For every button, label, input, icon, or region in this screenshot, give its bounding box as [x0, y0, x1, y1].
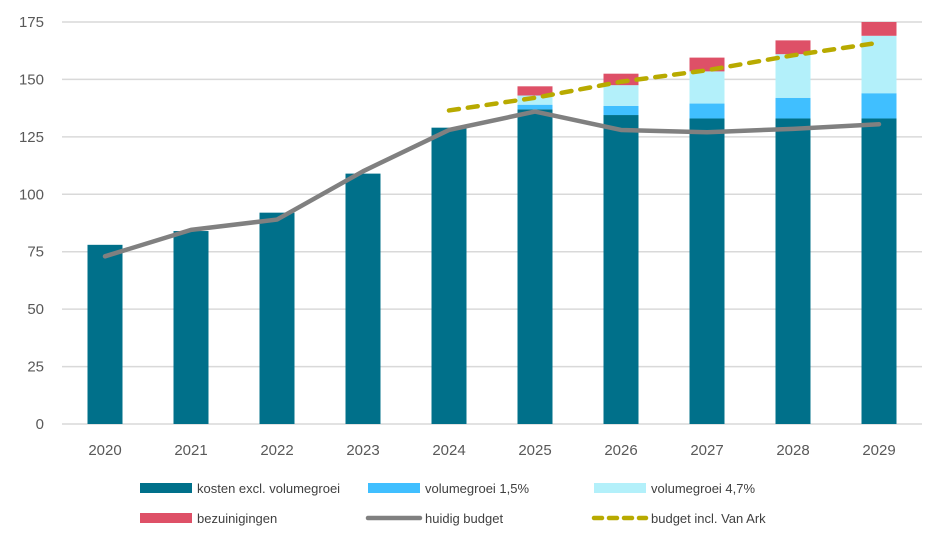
x-tick-label: 2024	[432, 442, 465, 459]
bar-segment	[775, 118, 811, 424]
bar-segment	[431, 127, 467, 424]
y-tick-label: 150	[19, 71, 44, 88]
bar-segment	[517, 109, 553, 424]
bar-segment	[517, 104, 553, 110]
bar-segment	[861, 22, 897, 36]
bar-segment	[689, 71, 725, 104]
legend-label: volumegroei 1,5%	[425, 481, 529, 496]
y-tick-label: 175	[19, 14, 44, 31]
legend-swatch	[140, 513, 192, 523]
bar-segment	[603, 73, 639, 86]
legend-swatch	[594, 483, 646, 493]
y-tick-label: 50	[27, 301, 44, 318]
legend-label: huidig budget	[425, 511, 503, 526]
dashed-line-series	[446, 40, 882, 113]
bar-segment	[517, 86, 553, 96]
bar-segment	[87, 244, 123, 424]
x-tick-label: 2020	[88, 442, 121, 459]
bar-segment	[603, 85, 639, 106]
legend-label: kosten excl. volumegroei	[197, 481, 340, 496]
x-tick-label: 2021	[174, 442, 207, 459]
x-tick-label: 2023	[346, 442, 379, 459]
bar-segment	[259, 212, 295, 424]
bar-segment	[603, 115, 639, 424]
legend-swatch	[140, 483, 192, 493]
legend-label: budget incl. Van Ark	[651, 511, 766, 526]
bar-segment	[517, 95, 553, 105]
bar-segment	[775, 40, 811, 55]
x-tick-label: 2022	[260, 442, 293, 459]
bar-segment	[861, 118, 897, 424]
legend-label: bezuinigingen	[197, 511, 277, 526]
bar-segment	[345, 173, 381, 424]
bar-segment	[861, 93, 897, 119]
bar-segment	[173, 231, 209, 424]
legend-swatch	[368, 483, 420, 493]
y-tick-label: 100	[19, 186, 44, 203]
x-tick-label: 2027	[690, 442, 723, 459]
x-tick-label: 2028	[776, 442, 809, 459]
bar-segment	[689, 118, 725, 424]
y-tick-label: 125	[19, 129, 44, 146]
bar-segment	[775, 54, 811, 98]
x-tick-label: 2026	[604, 442, 637, 459]
bar-segment	[775, 97, 811, 119]
y-tick-label: 25	[27, 359, 44, 376]
bar-segment	[603, 105, 639, 116]
line-series	[102, 109, 882, 259]
bar-segment	[689, 103, 725, 119]
x-tick-label: 2025	[518, 442, 551, 459]
x-tick-label: 2029	[862, 442, 895, 459]
y-tick-label: 75	[27, 244, 44, 261]
legend-label: volumegroei 4,7%	[651, 481, 755, 496]
y-tick-label: 0	[36, 416, 44, 433]
